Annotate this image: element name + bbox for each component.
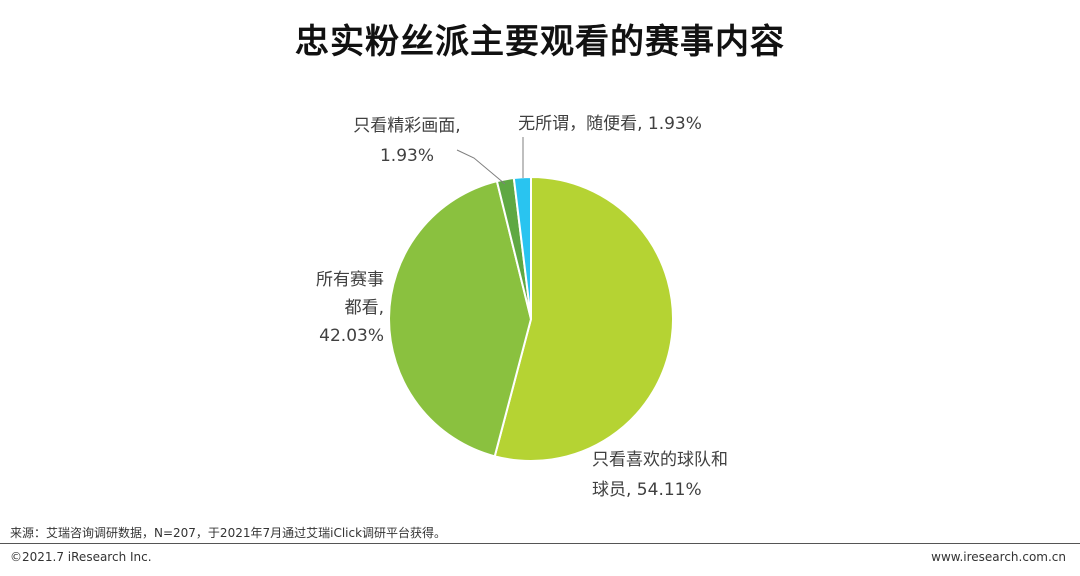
slice-label-line: 无所谓，随便看, 1.93%: [518, 114, 702, 134]
chart-title: 忠实粉丝派主要观看的赛事内容: [295, 22, 785, 62]
slice-label-2: 所有赛事都看, 42.03%: [316, 269, 384, 346]
slice-label-1: 只看喜欢的球队和球员, 54.11%: [592, 450, 728, 500]
slice-label-line: 只看精彩画面,: [353, 116, 460, 136]
pie-slice-4: [512, 175, 532, 320]
copyright-text: ©2021.7 iResearch Inc.: [10, 550, 152, 564]
slice-label-line: 1.93%: [380, 146, 434, 166]
leader-line-3: [456, 149, 506, 185]
pie-slice-1: [493, 175, 674, 462]
source-note: 来源：艾瑞咨询调研数据，N=207，于2021年7月通过艾瑞iClick调研平台…: [10, 526, 447, 540]
slice-label-4: 无所谓，随便看, 1.93%: [518, 114, 702, 134]
footer-divider: [0, 543, 1080, 544]
website-link[interactable]: www.iresearch.com.cn: [931, 550, 1066, 564]
slice-label-line: 42.03%: [319, 326, 384, 346]
slice-label-line: 都看,: [345, 298, 384, 318]
slice-label-3: 只看精彩画面, 1.93%: [353, 116, 460, 166]
slice-label-line: 球员, 54.11%: [592, 480, 702, 500]
pie-chart: 只看喜欢的球队和球员, 54.11% 所有赛事都看, 42.03% 只看精彩画面, 1.…: [316, 114, 728, 500]
slice-label-line: 所有赛事: [316, 269, 384, 290]
slice-label-line: 只看喜欢的球队和: [592, 450, 728, 470]
pie-slice-2: [388, 179, 533, 458]
